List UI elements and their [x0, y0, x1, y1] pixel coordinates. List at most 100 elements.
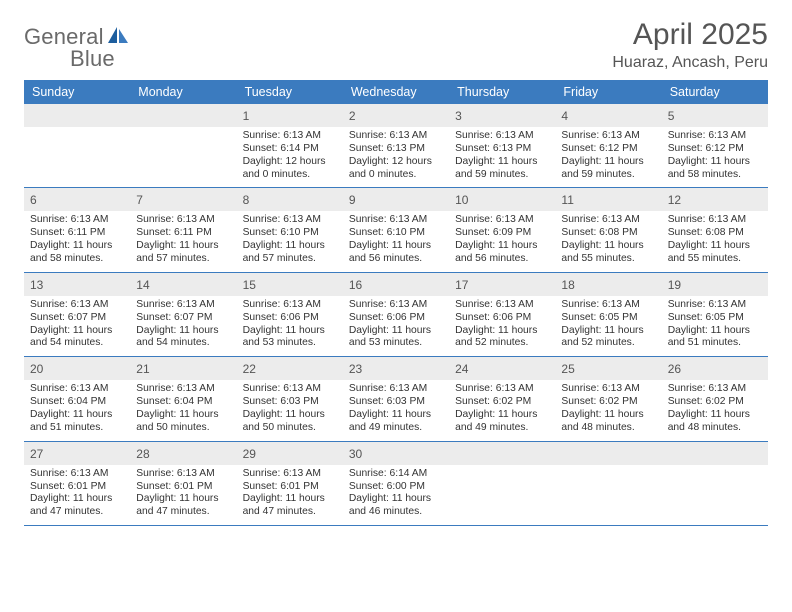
sunrise-text: Sunrise: 6:13 AM	[243, 299, 337, 312]
day-number: 3	[455, 109, 462, 123]
week-row: 6Sunrise: 6:13 AMSunset: 6:11 PMDaylight…	[24, 188, 768, 272]
sunset-text: Sunset: 6:13 PM	[349, 143, 443, 156]
sunset-text: Sunset: 6:08 PM	[668, 227, 762, 240]
day-number-bar: 30	[343, 442, 449, 465]
day-number: 4	[561, 109, 568, 123]
day-cell: 1Sunrise: 6:13 AMSunset: 6:14 PMDaylight…	[237, 104, 343, 187]
sunrise-text: Sunrise: 6:13 AM	[349, 130, 443, 143]
day-cell: 10Sunrise: 6:13 AMSunset: 6:09 PMDayligh…	[449, 188, 555, 271]
daylight-text: Daylight: 11 hours and 51 minutes.	[30, 409, 124, 435]
day-cell: 22Sunrise: 6:13 AMSunset: 6:03 PMDayligh…	[237, 357, 343, 440]
location-text: Huaraz, Ancash, Peru	[612, 54, 768, 72]
day-number	[668, 447, 671, 461]
sunset-text: Sunset: 6:07 PM	[30, 312, 124, 325]
day-number	[30, 109, 33, 123]
day-number-bar: 2	[343, 104, 449, 127]
sunset-text: Sunset: 6:09 PM	[455, 227, 549, 240]
day-number-bar: 27	[24, 442, 130, 465]
day-cell-empty	[555, 442, 661, 525]
day-number: 26	[668, 362, 681, 376]
brand-word-2-wrap: Blue	[24, 46, 115, 72]
day-cell-empty	[24, 104, 130, 187]
day-number-bar: 10	[449, 188, 555, 211]
day-number: 7	[136, 193, 143, 207]
sunrise-text: Sunrise: 6:13 AM	[136, 468, 230, 481]
day-cell-empty	[449, 442, 555, 525]
sunset-text: Sunset: 6:04 PM	[136, 396, 230, 409]
day-cell: 2Sunrise: 6:13 AMSunset: 6:13 PMDaylight…	[343, 104, 449, 187]
daylight-text: Daylight: 11 hours and 59 minutes.	[455, 156, 549, 182]
sunrise-text: Sunrise: 6:13 AM	[243, 468, 337, 481]
title-block: April 2025 Huaraz, Ancash, Peru	[612, 18, 768, 72]
day-number: 13	[30, 278, 43, 292]
page-header: General April 2025 Huaraz, Ancash, Peru	[24, 18, 768, 72]
daylight-text: Daylight: 11 hours and 49 minutes.	[349, 409, 443, 435]
day-number-bar: 28	[130, 442, 236, 465]
daylight-text: Daylight: 11 hours and 50 minutes.	[243, 409, 337, 435]
day-number: 14	[136, 278, 149, 292]
day-number: 9	[349, 193, 356, 207]
sunset-text: Sunset: 6:10 PM	[243, 227, 337, 240]
sunset-text: Sunset: 6:02 PM	[668, 396, 762, 409]
day-number-bar	[130, 104, 236, 127]
month-title: April 2025	[612, 18, 768, 52]
sunrise-text: Sunrise: 6:13 AM	[561, 130, 655, 143]
daylight-text: Daylight: 11 hours and 50 minutes.	[136, 409, 230, 435]
sunrise-text: Sunrise: 6:13 AM	[349, 383, 443, 396]
sunrise-text: Sunrise: 6:13 AM	[30, 214, 124, 227]
sunrise-text: Sunrise: 6:13 AM	[668, 214, 762, 227]
daylight-text: Daylight: 11 hours and 59 minutes.	[561, 156, 655, 182]
weekday-header: Tuesday	[237, 80, 343, 104]
week-row: 20Sunrise: 6:13 AMSunset: 6:04 PMDayligh…	[24, 357, 768, 441]
day-cell: 4Sunrise: 6:13 AMSunset: 6:12 PMDaylight…	[555, 104, 661, 187]
daylight-text: Daylight: 11 hours and 53 minutes.	[243, 325, 337, 351]
sunset-text: Sunset: 6:03 PM	[349, 396, 443, 409]
day-number-bar: 23	[343, 357, 449, 380]
day-number-bar: 11	[555, 188, 661, 211]
sunset-text: Sunset: 6:05 PM	[561, 312, 655, 325]
day-number: 17	[455, 278, 468, 292]
day-number-bar: 8	[237, 188, 343, 211]
day-number: 15	[243, 278, 256, 292]
sunset-text: Sunset: 6:01 PM	[243, 481, 337, 494]
day-number	[561, 447, 564, 461]
day-cell: 21Sunrise: 6:13 AMSunset: 6:04 PMDayligh…	[130, 357, 236, 440]
day-number-bar: 20	[24, 357, 130, 380]
weeks-container: 1Sunrise: 6:13 AMSunset: 6:14 PMDaylight…	[24, 104, 768, 526]
day-number: 10	[455, 193, 468, 207]
day-cell: 26Sunrise: 6:13 AMSunset: 6:02 PMDayligh…	[662, 357, 768, 440]
day-cell: 28Sunrise: 6:13 AMSunset: 6:01 PMDayligh…	[130, 442, 236, 525]
day-number-bar: 7	[130, 188, 236, 211]
day-cell: 14Sunrise: 6:13 AMSunset: 6:07 PMDayligh…	[130, 273, 236, 356]
daylight-text: Daylight: 11 hours and 57 minutes.	[136, 240, 230, 266]
daylight-text: Daylight: 11 hours and 53 minutes.	[349, 325, 443, 351]
day-number	[455, 447, 458, 461]
daylight-text: Daylight: 11 hours and 48 minutes.	[668, 409, 762, 435]
day-number-bar: 24	[449, 357, 555, 380]
day-cell: 15Sunrise: 6:13 AMSunset: 6:06 PMDayligh…	[237, 273, 343, 356]
sunrise-text: Sunrise: 6:13 AM	[349, 299, 443, 312]
daylight-text: Daylight: 11 hours and 52 minutes.	[561, 325, 655, 351]
sunset-text: Sunset: 6:01 PM	[30, 481, 124, 494]
day-number: 11	[561, 193, 573, 207]
day-number: 12	[668, 193, 681, 207]
day-number-bar: 29	[237, 442, 343, 465]
sunrise-text: Sunrise: 6:14 AM	[349, 468, 443, 481]
week-row: 1Sunrise: 6:13 AMSunset: 6:14 PMDaylight…	[24, 104, 768, 188]
sunrise-text: Sunrise: 6:13 AM	[136, 214, 230, 227]
weekday-header: Thursday	[449, 80, 555, 104]
daylight-text: Daylight: 11 hours and 47 minutes.	[243, 493, 337, 519]
weekday-header: Friday	[555, 80, 661, 104]
sunrise-text: Sunrise: 6:13 AM	[455, 130, 549, 143]
daylight-text: Daylight: 11 hours and 58 minutes.	[30, 240, 124, 266]
day-number	[136, 109, 139, 123]
daylight-text: Daylight: 11 hours and 46 minutes.	[349, 493, 443, 519]
sunset-text: Sunset: 6:12 PM	[668, 143, 762, 156]
day-number: 2	[349, 109, 356, 123]
day-number-bar: 4	[555, 104, 661, 127]
day-number: 16	[349, 278, 362, 292]
day-cell: 9Sunrise: 6:13 AMSunset: 6:10 PMDaylight…	[343, 188, 449, 271]
weekday-header: Monday	[130, 80, 236, 104]
day-cell: 18Sunrise: 6:13 AMSunset: 6:05 PMDayligh…	[555, 273, 661, 356]
day-cell: 5Sunrise: 6:13 AMSunset: 6:12 PMDaylight…	[662, 104, 768, 187]
